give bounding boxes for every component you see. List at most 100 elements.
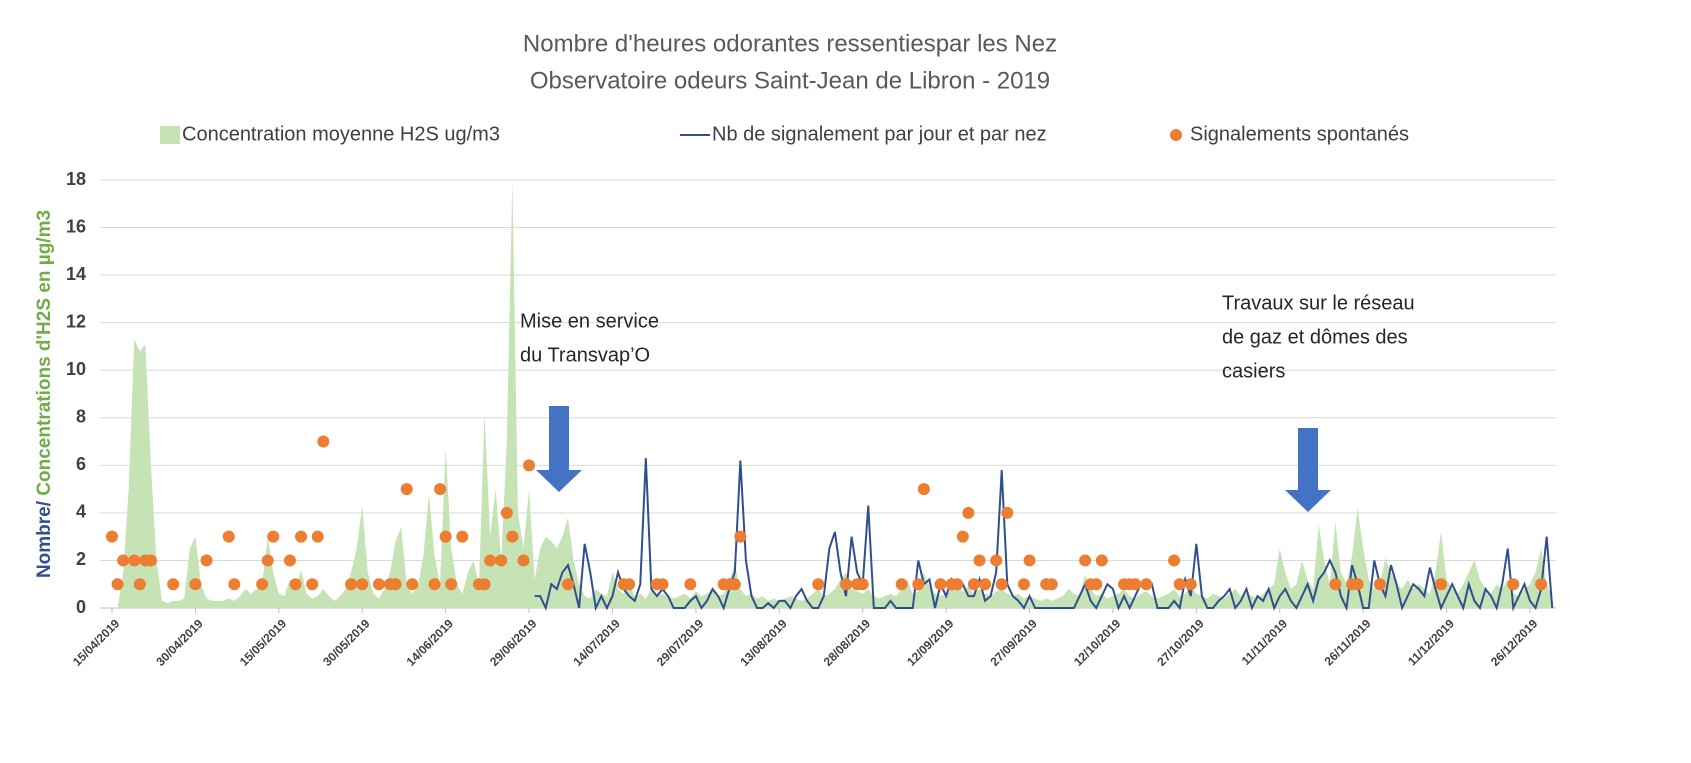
dot xyxy=(189,578,202,591)
dot xyxy=(389,578,402,591)
dot xyxy=(979,578,992,591)
y-tick-label: 6 xyxy=(76,454,86,474)
dot xyxy=(561,578,574,591)
dot xyxy=(912,578,925,591)
dot xyxy=(1079,554,1092,567)
dot xyxy=(106,530,118,543)
chart-title: Nombre d'heures odorantes ressentiespar … xyxy=(523,30,1057,57)
dot xyxy=(1507,578,1520,591)
dot xyxy=(962,506,975,519)
y-axis-label-part: Concentrations d'H2S en µg/m3 xyxy=(34,210,55,496)
dot xyxy=(345,578,358,591)
legend-label: Nb de signalement par jour et par nez xyxy=(712,123,1047,145)
chart-title: Observatoire odeurs Saint-Jean de Libron… xyxy=(530,67,1050,94)
line xyxy=(534,458,1554,612)
dot xyxy=(295,530,308,543)
dot xyxy=(812,578,825,591)
y-tick-label: 12 xyxy=(66,311,86,331)
y-tick-label: 0 xyxy=(76,597,86,617)
dot xyxy=(1095,554,1108,567)
dot xyxy=(1140,578,1153,591)
dot xyxy=(1001,506,1014,519)
dot xyxy=(128,554,141,567)
y-tick-label: 2 xyxy=(76,549,86,569)
dot xyxy=(428,578,441,591)
dot xyxy=(478,578,491,591)
y-axis-label: Nombre/ Concentrations d'H2S en µg/m3 xyxy=(34,210,55,578)
y-tick-label: 18 xyxy=(66,169,86,189)
dot xyxy=(111,578,124,591)
arrow xyxy=(536,406,582,492)
dot xyxy=(1535,578,1548,591)
dot xyxy=(1017,578,1030,591)
dot xyxy=(1329,578,1342,591)
dot xyxy=(495,554,508,567)
dot xyxy=(400,483,413,496)
legend-label: Concentration moyenne H2S ug/m3 xyxy=(182,123,500,145)
dot xyxy=(973,554,986,567)
legend-label: Signalements spontanés xyxy=(1190,123,1409,145)
dot xyxy=(1045,578,1058,591)
dot xyxy=(967,578,980,591)
dot xyxy=(1023,554,1036,567)
dot xyxy=(995,578,1008,591)
dot xyxy=(1129,578,1142,591)
dot xyxy=(500,506,513,519)
dot xyxy=(456,530,469,543)
y-tick-label: 16 xyxy=(66,216,86,236)
dot xyxy=(1351,578,1364,591)
dot xyxy=(311,530,324,543)
dot xyxy=(434,483,447,496)
dot xyxy=(356,578,369,591)
annotation: de gaz et dômes des xyxy=(1222,326,1408,348)
annotation: du Transvap’O xyxy=(520,344,650,366)
dot xyxy=(1090,578,1103,591)
dot xyxy=(289,578,302,591)
dot xyxy=(484,554,497,567)
dot xyxy=(1184,578,1197,591)
dot xyxy=(117,554,130,567)
dot xyxy=(856,578,869,591)
y-tick-label: 10 xyxy=(66,359,86,379)
dot xyxy=(256,578,269,591)
dot xyxy=(728,578,741,591)
dot xyxy=(956,530,969,543)
dot xyxy=(306,578,319,591)
dot xyxy=(222,530,235,543)
dot xyxy=(840,578,853,591)
dot xyxy=(406,578,419,591)
dot xyxy=(517,554,530,567)
dot xyxy=(1435,578,1448,591)
dot xyxy=(523,459,536,472)
y-axis-label-part: Nombre/ xyxy=(34,496,55,578)
dot xyxy=(167,578,180,591)
legend-swatch xyxy=(1170,129,1182,141)
dot xyxy=(372,578,385,591)
dot xyxy=(228,578,241,591)
dot xyxy=(445,578,458,591)
y-tick-label: 8 xyxy=(76,407,86,427)
dot xyxy=(1168,554,1181,567)
dot xyxy=(200,554,213,567)
dot xyxy=(439,530,452,543)
dot xyxy=(934,578,947,591)
dot xyxy=(1173,578,1186,591)
dot xyxy=(917,483,930,496)
y-tick-label: 4 xyxy=(76,502,86,522)
annotation: casiers xyxy=(1222,360,1285,382)
dot xyxy=(895,578,908,591)
dot xyxy=(261,554,274,567)
arrow xyxy=(1285,428,1331,512)
dot xyxy=(684,578,697,591)
dot xyxy=(656,578,669,591)
dot xyxy=(317,435,330,448)
dot xyxy=(623,578,636,591)
dot xyxy=(734,530,747,543)
dot xyxy=(267,530,280,543)
dot xyxy=(133,578,146,591)
annotation: Mise en service xyxy=(520,310,659,332)
dot xyxy=(1373,578,1386,591)
dot xyxy=(990,554,1003,567)
